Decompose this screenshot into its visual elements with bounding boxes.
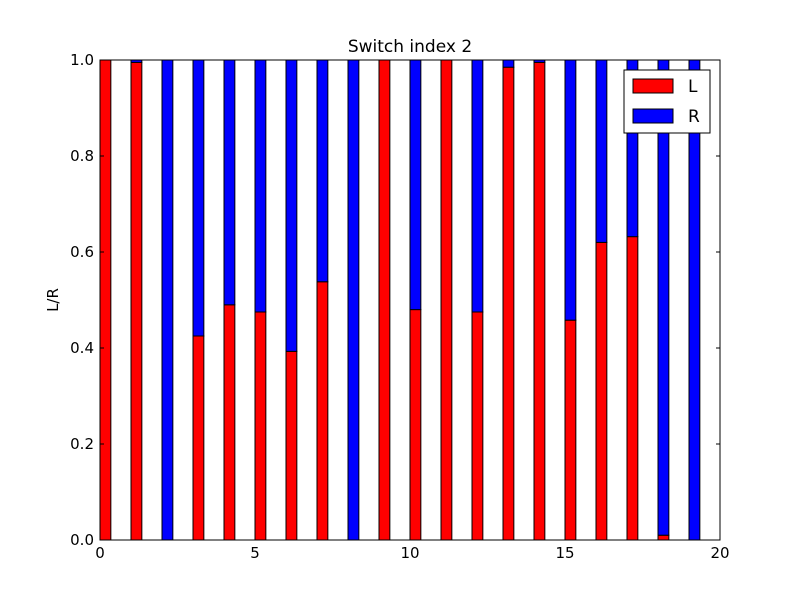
bar-l-13 bbox=[503, 67, 514, 540]
legend-label-r: R bbox=[688, 107, 700, 127]
y-tick-label-0.0: 0.0 bbox=[70, 531, 94, 549]
bar-l-0 bbox=[100, 60, 111, 540]
bar-r-12 bbox=[472, 60, 483, 312]
bar-r-4 bbox=[224, 60, 235, 305]
bar-l-10 bbox=[410, 310, 421, 540]
bar-l-5 bbox=[255, 312, 266, 540]
bar-r-2 bbox=[162, 60, 173, 540]
x-tick-label-5: 5 bbox=[250, 544, 260, 562]
legend-swatch-r bbox=[633, 109, 673, 123]
y-tick-label-0.8: 0.8 bbox=[70, 147, 94, 165]
bar-l-6 bbox=[286, 351, 297, 540]
bar-r-6 bbox=[286, 60, 297, 351]
bar-l-11 bbox=[441, 60, 452, 540]
bar-l-12 bbox=[472, 312, 483, 540]
bar-l-16 bbox=[596, 242, 607, 540]
bar-r-15 bbox=[565, 60, 576, 320]
bar-l-18 bbox=[658, 535, 669, 540]
x-tick-label-20: 20 bbox=[710, 544, 729, 562]
y-tick-label-0.6: 0.6 bbox=[70, 243, 94, 261]
bar-l-3 bbox=[193, 336, 204, 540]
bar-l-15 bbox=[565, 320, 576, 540]
y-axis-label: L/R bbox=[44, 288, 62, 312]
y-tick-label-0.4: 0.4 bbox=[70, 339, 94, 357]
bar-r-3 bbox=[193, 60, 204, 336]
chart-title: Switch index 2 bbox=[348, 37, 472, 57]
bar-l-4 bbox=[224, 305, 235, 540]
y-tick-label-0.2: 0.2 bbox=[70, 435, 94, 453]
bar-r-5 bbox=[255, 60, 266, 312]
bar-r-7 bbox=[317, 60, 328, 282]
bar-l-1 bbox=[131, 62, 142, 540]
bar-r-13 bbox=[503, 60, 514, 67]
bar-r-16 bbox=[596, 60, 607, 242]
bar-r-10 bbox=[410, 60, 421, 310]
bar-l-7 bbox=[317, 282, 328, 540]
bar-l-17 bbox=[627, 237, 638, 540]
legend-swatch-l bbox=[633, 79, 673, 93]
x-tick-label-10: 10 bbox=[400, 544, 419, 562]
bar-l-9 bbox=[379, 60, 390, 540]
y-tick-label-1.0: 1.0 bbox=[70, 51, 94, 69]
bar-r-8 bbox=[348, 60, 359, 540]
x-tick-label-0: 0 bbox=[95, 544, 105, 562]
legend: L R bbox=[624, 70, 710, 133]
legend-label-l: L bbox=[688, 77, 698, 97]
bar-l-14 bbox=[534, 62, 545, 540]
x-tick-label-15: 15 bbox=[555, 544, 574, 562]
